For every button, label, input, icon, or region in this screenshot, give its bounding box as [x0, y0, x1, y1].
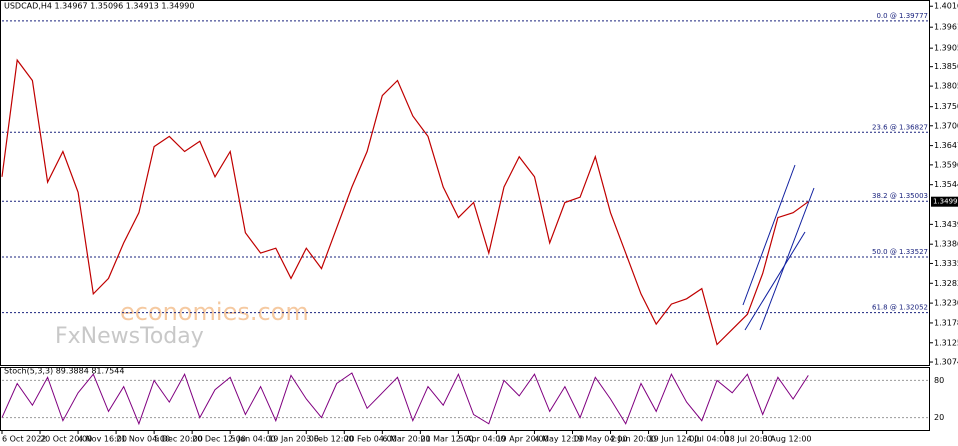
x-tick-label: 5 Apr 04:00: [458, 435, 505, 444]
y-tick-label: 1.37505: [934, 102, 958, 111]
y-tick-label: 1.32305: [934, 299, 958, 308]
price-panel: [0, 0, 930, 366]
stoch-tick-label: 80: [934, 376, 944, 385]
y-tick-label: 1.33355: [934, 259, 958, 268]
stoch-line: [1, 372, 809, 426]
fib-label: 0.0 @ 1.39777: [876, 12, 928, 20]
y-tick-label: 1.40165: [934, 2, 958, 11]
y-tick-label: 1.35440: [934, 180, 958, 189]
x-tick-label: 21 Mar 12:00: [420, 435, 473, 444]
x-tick-label: 21 Nov 04:00: [116, 435, 170, 444]
stoch-title: Stoch(5,3,3) 89.3884 81.7544: [4, 367, 124, 376]
watermark: economies.com: [120, 298, 309, 326]
y-tick-label: 1.37000: [934, 121, 958, 130]
y-tick-label: 1.39055: [934, 44, 958, 53]
y-tick-label: 1.33865: [934, 240, 958, 249]
last-price-label: 1.34990: [933, 198, 958, 206]
watermark: FxNewsToday: [55, 324, 204, 349]
x-tick-label: 18 Jul 20:00: [725, 435, 773, 444]
x-tick-label: 6 Oct 2022: [2, 435, 46, 444]
x-tick-label: 2 Jun 20:00: [611, 435, 657, 444]
x-tick-label: 6 Mar 20:00: [382, 435, 430, 444]
y-tick-label: 1.36475: [934, 141, 958, 150]
x-tick-label: 20 Feb 04:00: [344, 435, 396, 444]
y-tick-label: 1.35965: [934, 160, 958, 169]
stoch-tick-label: 20: [934, 413, 944, 422]
y-tick-label: 1.38565: [934, 62, 958, 71]
y-tick-label: 1.30745: [934, 358, 958, 367]
x-tick-label: 20 Dec 12:00: [192, 435, 246, 444]
x-tick-label: 20 Oct 20:00: [40, 435, 92, 444]
fib-label: 61.8 @ 1.32052: [872, 304, 928, 312]
last-price-box: [931, 196, 958, 207]
y-tick-label: 1.34390: [934, 220, 958, 229]
x-tick-label: 5 Dec 20:00: [154, 435, 203, 444]
trend-line: [744, 231, 806, 331]
x-tick-label: 4 Nov 16:00: [78, 435, 127, 444]
x-tick-label: 19 Jan 20:00: [268, 435, 319, 444]
stoch-panel: [0, 367, 930, 431]
y-tick-label: 1.32830: [934, 279, 958, 288]
x-tick-label: 19 Jun 12:00: [649, 435, 700, 444]
fib-label: 23.6 @ 1.36827: [872, 123, 928, 131]
x-tick-label: 3 Aug 12:00: [763, 435, 812, 444]
x-tick-label: 19 May 04:00: [572, 435, 627, 444]
x-tick-label: 4 May 12:00: [534, 435, 584, 444]
fib-label: 50.0 @ 1.33527: [872, 248, 928, 256]
y-tick-label: 1.31255: [934, 338, 958, 347]
price-line: [1, 58, 809, 346]
x-tick-label: 5 Jan 04:00: [230, 435, 276, 444]
y-tick-label: 1.38050: [934, 82, 958, 91]
y-tick-label: 1.39610: [934, 23, 958, 32]
x-tick-label: 3 Feb 12:00: [306, 435, 353, 444]
fib-label: 38.2 @ 1.35003: [872, 192, 928, 200]
x-tick-label: 4 Jul 04:00: [687, 435, 730, 444]
chart-title: USDCAD,H4 1.34967 1.35096 1.34913 1.3499…: [4, 2, 194, 11]
y-tick-label: 1.31780: [934, 318, 958, 327]
channel-line: [742, 164, 796, 306]
channel-line: [759, 187, 815, 331]
x-tick-label: 19 Apr 20:00: [496, 435, 548, 444]
